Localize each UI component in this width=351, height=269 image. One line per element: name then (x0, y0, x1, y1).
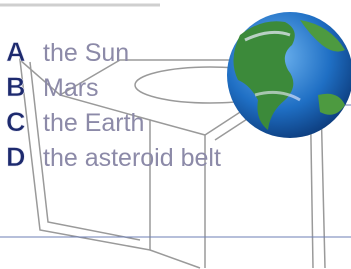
option-text[interactable]: the Earth (43, 109, 144, 137)
option-letter[interactable]: A (6, 37, 26, 67)
option-text[interactable]: the asteroid belt (43, 144, 221, 172)
option-text[interactable]: the Sun (43, 39, 129, 67)
earth-globe (227, 12, 351, 138)
quiz-screen: Athe Sun B Mars Cthe Earth Dthe asteroid bel… (0, 0, 351, 269)
option-letter[interactable]: D (6, 142, 26, 172)
option-text[interactable]: Mars (43, 74, 99, 102)
option-letter[interactable]: C (6, 107, 26, 137)
option-letter[interactable]: B (6, 72, 26, 102)
